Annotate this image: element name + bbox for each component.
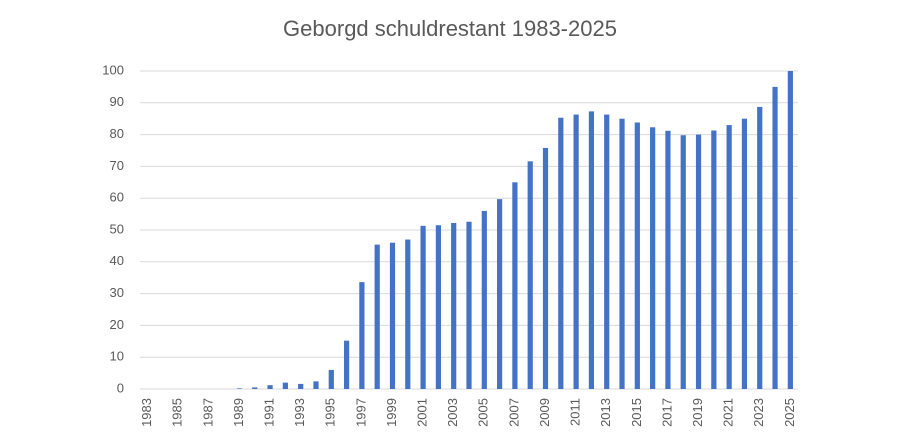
bar — [787, 71, 793, 389]
x-tick-label: 2009 — [537, 398, 552, 427]
x-tick-label: 1983 — [139, 398, 154, 427]
bar — [252, 387, 258, 389]
y-tick-label: 70 — [110, 158, 124, 173]
bar — [542, 147, 549, 389]
bar — [680, 135, 686, 389]
bar — [757, 106, 763, 390]
bar — [451, 223, 457, 389]
bar — [359, 282, 365, 389]
x-tick-label: 2001 — [415, 398, 430, 427]
bar — [588, 111, 595, 390]
bar — [527, 161, 533, 389]
bar — [726, 125, 732, 389]
x-tick-label: 1985 — [170, 398, 185, 427]
bar — [497, 199, 503, 389]
bar — [634, 122, 640, 390]
bar — [604, 114, 610, 389]
bar — [282, 382, 288, 389]
y-tick-label: 100 — [102, 62, 124, 77]
bar — [298, 383, 304, 389]
y-tick-label: 50 — [110, 221, 124, 236]
bar — [619, 118, 625, 389]
x-tick-label: 1995 — [323, 398, 338, 427]
bar — [405, 239, 411, 389]
x-tick-label: 2011 — [568, 398, 583, 426]
x-tick-label: 2019 — [690, 398, 705, 427]
bar — [481, 210, 487, 389]
bar — [573, 114, 579, 389]
x-tick-label: 1999 — [384, 398, 399, 427]
bar — [558, 117, 564, 389]
bar — [665, 130, 671, 389]
bar — [711, 130, 717, 389]
bar — [650, 127, 656, 389]
bar — [236, 388, 243, 389]
x-tick-label: 2023 — [751, 398, 766, 427]
bar — [267, 385, 273, 389]
y-tick-label: 60 — [110, 190, 124, 205]
x-tick-label: 2013 — [598, 398, 613, 427]
y-tick-label: 30 — [110, 285, 124, 300]
x-tick-label: 2017 — [659, 398, 674, 427]
x-tick-label: 1989 — [231, 398, 246, 427]
chart-title: Geborgd schuldrestant 1983-2025 — [283, 16, 617, 41]
y-tick-label: 20 — [110, 317, 124, 332]
bar — [328, 369, 334, 389]
x-tick-label: 2007 — [506, 398, 521, 427]
bar — [313, 381, 319, 389]
x-tick-label: 2025 — [782, 398, 797, 427]
bar — [420, 225, 426, 389]
bar — [466, 221, 472, 389]
bar — [343, 340, 350, 389]
bar — [389, 242, 396, 389]
y-tick-label: 90 — [110, 94, 124, 109]
y-tick-label: 40 — [110, 253, 124, 268]
x-tick-label: 2015 — [629, 398, 644, 427]
bar — [695, 134, 702, 389]
y-tick-label: 0 — [117, 380, 124, 395]
x-tick-label: 1997 — [353, 398, 368, 427]
y-tick-label: 80 — [110, 126, 124, 141]
bar — [512, 182, 518, 389]
x-tick-label: 2003 — [445, 398, 460, 427]
bar — [741, 118, 748, 389]
x-tick-label: 1991 — [262, 398, 277, 427]
x-tick-label: 1993 — [292, 398, 307, 427]
y-tick-label: 10 — [110, 349, 124, 364]
bar — [772, 86, 778, 390]
bar — [374, 244, 380, 389]
x-tick-label: 2005 — [476, 398, 491, 427]
x-tick-label: 1987 — [200, 398, 215, 427]
bar — [435, 225, 441, 389]
x-tick-label: 2021 — [721, 398, 736, 427]
